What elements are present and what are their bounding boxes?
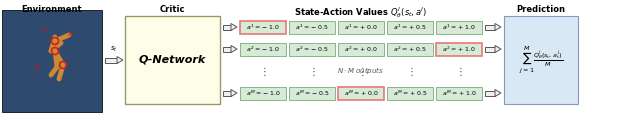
FancyBboxPatch shape — [485, 46, 495, 51]
FancyBboxPatch shape — [387, 86, 433, 99]
Text: Prediction: Prediction — [516, 5, 566, 14]
Text: State-Action Values $Q^l_{\theta}(s_t, a^l)$: State-Action Values $Q^l_{\theta}(s_t, a… — [294, 5, 428, 20]
Text: $s_t$: $s_t$ — [110, 45, 118, 54]
FancyBboxPatch shape — [289, 86, 335, 99]
Text: $a^M = -1.0$: $a^M = -1.0$ — [246, 88, 280, 98]
FancyBboxPatch shape — [504, 16, 578, 104]
FancyBboxPatch shape — [436, 42, 482, 55]
Text: $N \cdot M$ outputs: $N \cdot M$ outputs — [337, 66, 385, 77]
Text: $a^1$: $a^1$ — [41, 26, 49, 35]
FancyBboxPatch shape — [436, 86, 482, 99]
FancyBboxPatch shape — [223, 91, 231, 95]
Text: $a^M = +0.5$: $a^M = +0.5$ — [393, 88, 428, 98]
FancyBboxPatch shape — [387, 20, 433, 33]
Text: $a^2 = -0.5$: $a^2 = -0.5$ — [295, 44, 329, 54]
Text: $a^1 = -0.5$: $a^1 = -0.5$ — [295, 22, 329, 32]
Text: $a^1 = +0.0$: $a^1 = +0.0$ — [344, 22, 378, 32]
FancyBboxPatch shape — [2, 10, 102, 112]
Polygon shape — [117, 57, 123, 64]
Text: $a^M = -0.5$: $a^M = -0.5$ — [294, 88, 330, 98]
Text: $a^2 = +1.0$: $a^2 = +1.0$ — [442, 44, 476, 54]
Text: $a^M$: $a^M$ — [33, 64, 42, 73]
Text: $a^2 = +0.0$: $a^2 = +0.0$ — [344, 44, 378, 54]
Text: $a^2 = -1.0$: $a^2 = -1.0$ — [246, 44, 280, 54]
Text: Q-Network: Q-Network — [139, 55, 206, 65]
Polygon shape — [231, 46, 237, 53]
FancyBboxPatch shape — [240, 42, 286, 55]
FancyBboxPatch shape — [485, 24, 495, 29]
Text: Environment: Environment — [22, 5, 83, 14]
FancyBboxPatch shape — [289, 42, 335, 55]
Polygon shape — [495, 24, 501, 31]
FancyBboxPatch shape — [223, 24, 231, 29]
Text: $\vdots$: $\vdots$ — [357, 64, 365, 77]
Text: $\vdots$: $\vdots$ — [455, 64, 463, 77]
Text: $\vdots$: $\vdots$ — [406, 64, 413, 77]
FancyBboxPatch shape — [223, 46, 231, 51]
FancyBboxPatch shape — [240, 20, 286, 33]
Polygon shape — [495, 90, 501, 97]
Text: $a^M = +1.0$: $a^M = +1.0$ — [442, 88, 476, 98]
FancyBboxPatch shape — [387, 42, 433, 55]
FancyBboxPatch shape — [338, 20, 384, 33]
Polygon shape — [495, 46, 501, 53]
Polygon shape — [231, 24, 237, 31]
Text: Critic: Critic — [160, 5, 185, 14]
Text: $a^2 = +0.5$: $a^2 = +0.5$ — [393, 44, 427, 54]
FancyBboxPatch shape — [436, 20, 482, 33]
Text: $a^1 = -1.0$: $a^1 = -1.0$ — [246, 22, 280, 32]
FancyBboxPatch shape — [485, 91, 495, 95]
FancyBboxPatch shape — [125, 16, 220, 104]
Text: $\vdots$: $\vdots$ — [308, 64, 316, 77]
FancyBboxPatch shape — [338, 42, 384, 55]
FancyBboxPatch shape — [240, 86, 286, 99]
Text: $a^1 = +1.0$: $a^1 = +1.0$ — [442, 22, 476, 32]
Text: $\sum_{j=1}^{M}\frac{Q^j_{\theta}(s_t,\,a^j_t)}{M}$: $\sum_{j=1}^{M}\frac{Q^j_{\theta}(s_t,\,… — [519, 45, 563, 75]
Text: $a^M = +0.0$: $a^M = +0.0$ — [344, 88, 378, 98]
FancyBboxPatch shape — [289, 20, 335, 33]
FancyBboxPatch shape — [105, 57, 117, 62]
Text: $a^2$: $a^2$ — [67, 30, 75, 39]
FancyBboxPatch shape — [338, 86, 384, 99]
Text: $a^1 = +0.5$: $a^1 = +0.5$ — [393, 22, 427, 32]
Text: $\vdots$: $\vdots$ — [259, 64, 267, 77]
Polygon shape — [231, 90, 237, 97]
